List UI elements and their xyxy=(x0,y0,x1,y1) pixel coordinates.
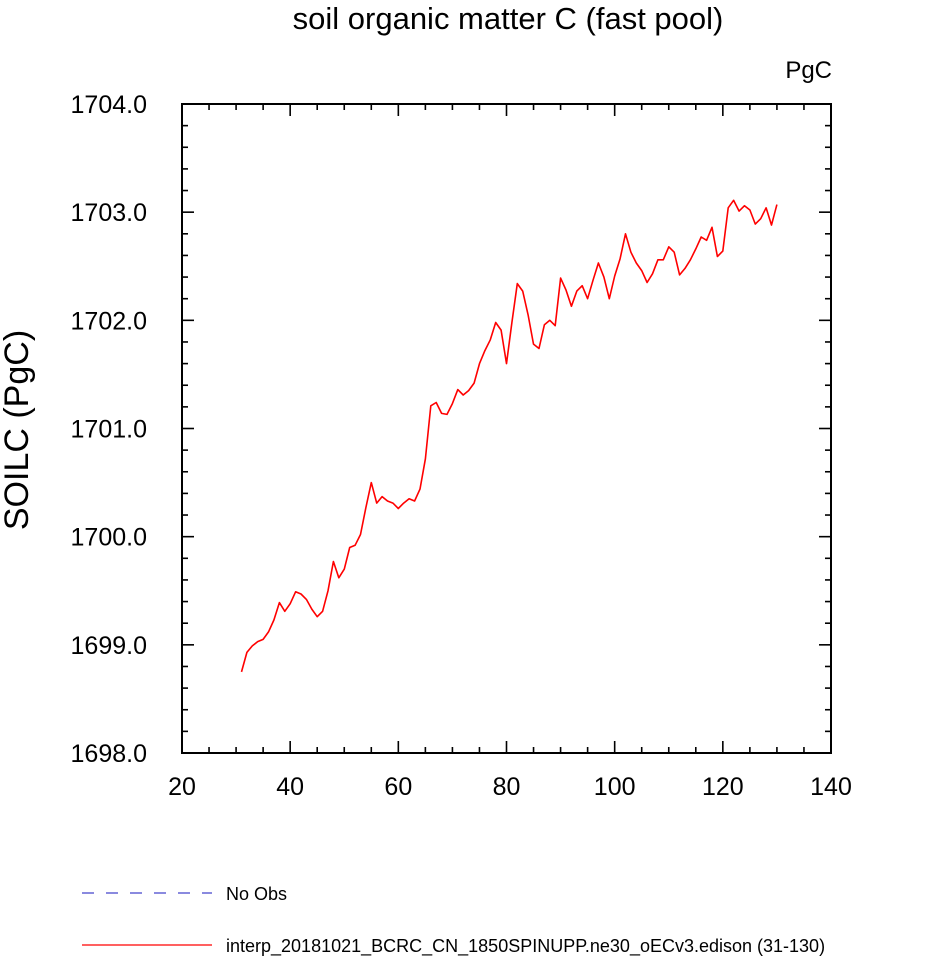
y-tick-label: 1704.0 xyxy=(71,91,147,119)
legend-label-model-run: interp_20181021_BCRC_CN_1850SPINUPP.ne30… xyxy=(226,936,825,957)
y-axis-label: SOILC (PgC) xyxy=(0,330,36,530)
x-tick-label: 40 xyxy=(276,773,304,801)
chart-title: soil organic matter C (fast pool) xyxy=(293,1,724,36)
legend-item-model-run: interp_20181021_BCRC_CN_1850SPINUPP.ne30… xyxy=(82,936,825,957)
legend-item-no-obs: No Obs xyxy=(82,884,287,904)
y-tick-label: 1703.0 xyxy=(71,199,147,227)
y-tick-labels: 1698.0 1699.0 1700.0 1701.0 1702.0 1703.0 1704… xyxy=(71,91,147,768)
plot-area: 20 40 60 80 100 120 140 1698.0 1699.0 1700.0 1701… xyxy=(71,91,852,801)
legend-label-no-obs: No Obs xyxy=(226,884,287,904)
x-tick-label: 140 xyxy=(810,773,852,801)
legend: No Obs interp_20181021_BCRC_CN_1850SPINU… xyxy=(82,884,825,957)
x-tick-label: 60 xyxy=(384,773,412,801)
x-tick-label: 20 xyxy=(168,773,196,801)
units-label: PgC xyxy=(785,57,832,84)
y-tick-label: 1699.0 xyxy=(71,632,147,660)
x-tick-labels: 20 40 60 80 100 120 140 xyxy=(168,773,852,801)
x-tick-label: 120 xyxy=(702,773,744,801)
x-tick-label: 80 xyxy=(493,773,521,801)
y-tick-label: 1700.0 xyxy=(71,524,147,552)
series-group xyxy=(240,199,778,673)
x-tick-label: 100 xyxy=(594,773,636,801)
axis-ticks xyxy=(181,103,832,754)
y-tick-label: 1698.0 xyxy=(71,740,147,768)
y-tick-label: 1702.0 xyxy=(71,307,147,335)
y-tick-label: 1701.0 xyxy=(71,416,147,444)
series-line xyxy=(240,199,778,673)
